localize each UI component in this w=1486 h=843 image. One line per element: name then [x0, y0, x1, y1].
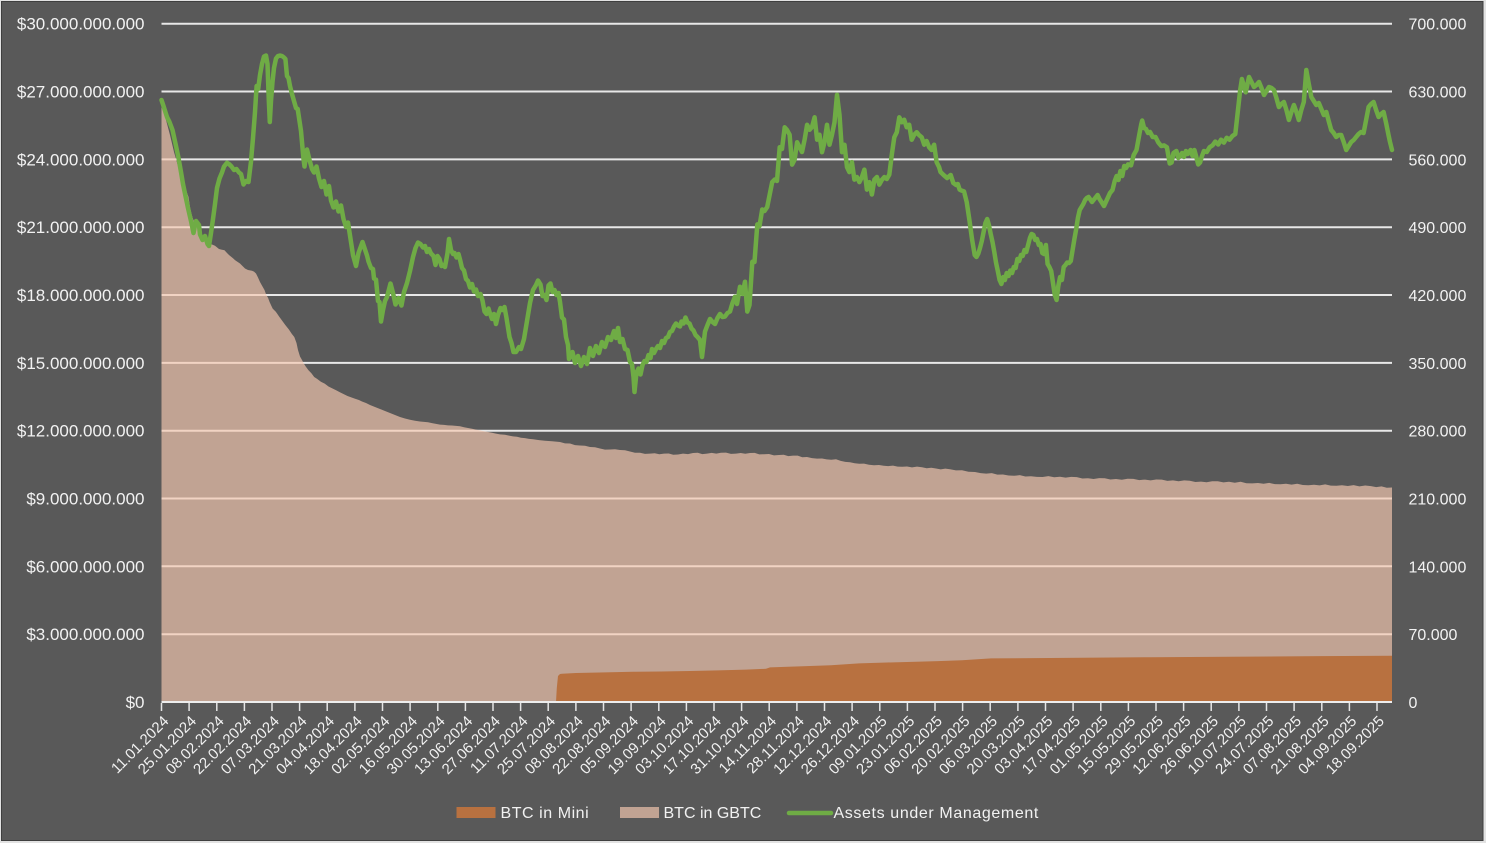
svg-text:$3.000.000.000: $3.000.000.000 — [26, 625, 144, 644]
svg-text:Assets under Management: Assets under Management — [834, 805, 1039, 822]
svg-text:560.000: 560.000 — [1409, 152, 1467, 169]
svg-text:630.000: 630.000 — [1409, 85, 1467, 102]
svg-text:$21.000.000.000: $21.000.000.000 — [17, 218, 145, 237]
svg-text:350.000: 350.000 — [1409, 356, 1467, 373]
svg-text:$15.000.000.000: $15.000.000.000 — [17, 354, 145, 373]
svg-text:BTC in Mini: BTC in Mini — [501, 805, 590, 822]
svg-text:140.000: 140.000 — [1409, 559, 1467, 576]
svg-text:490.000: 490.000 — [1409, 220, 1467, 237]
svg-text:$24.000.000.000: $24.000.000.000 — [17, 150, 145, 169]
svg-text:$18.000.000.000: $18.000.000.000 — [17, 286, 145, 305]
svg-text:70.000: 70.000 — [1409, 627, 1458, 644]
svg-text:$12.000.000.000: $12.000.000.000 — [17, 422, 145, 441]
svg-text:$9.000.000.000: $9.000.000.000 — [26, 490, 144, 509]
svg-text:$27.000.000.000: $27.000.000.000 — [17, 83, 145, 102]
svg-text:700.000: 700.000 — [1409, 17, 1467, 34]
svg-text:0: 0 — [1409, 695, 1418, 712]
svg-text:210.000: 210.000 — [1409, 492, 1467, 509]
svg-text:$30.000.000.000: $30.000.000.000 — [17, 15, 145, 34]
svg-text:BTC in GBTC: BTC in GBTC — [664, 805, 762, 822]
svg-text:420.000: 420.000 — [1409, 288, 1467, 305]
svg-text:$0: $0 — [126, 693, 145, 712]
svg-text:280.000: 280.000 — [1409, 424, 1467, 441]
svg-text:$6.000.000.000: $6.000.000.000 — [26, 557, 144, 576]
